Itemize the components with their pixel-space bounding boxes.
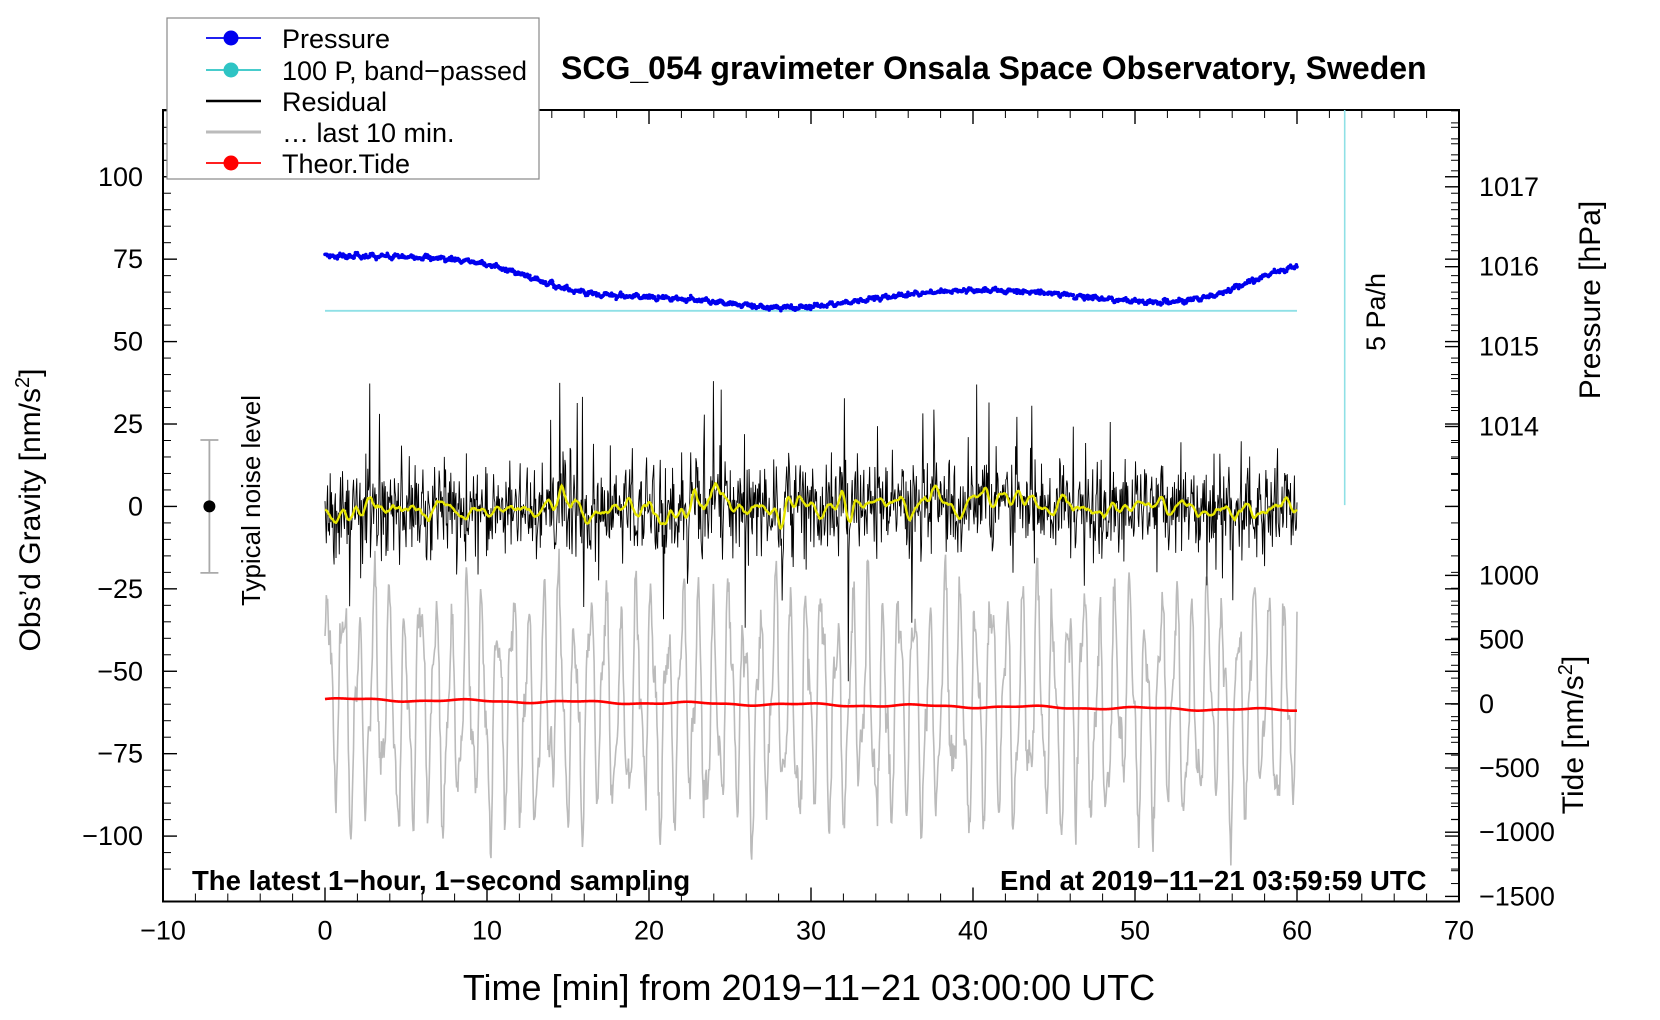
svg-text:100 P, band−passed: 100 P, band−passed (282, 56, 527, 86)
svg-text:… last 10 min.: … last 10 min. (282, 118, 455, 148)
svg-text:0: 0 (1479, 689, 1494, 719)
svg-text:1016: 1016 (1479, 252, 1539, 282)
svg-text:5 Pa/h: 5 Pa/h (1361, 273, 1391, 351)
svg-text:−10: −10 (140, 916, 186, 946)
svg-text:70: 70 (1444, 916, 1474, 946)
svg-text:Pressure: Pressure (282, 24, 390, 54)
svg-text:−25: −25 (97, 574, 143, 604)
svg-text:Tide [nm/s2]: Tide [nm/s2] (1555, 656, 1590, 814)
svg-text:Theor.Tide: Theor.Tide (282, 149, 410, 179)
svg-text:100: 100 (98, 162, 143, 192)
svg-text:SCG_054 gravimeter Onsala Spac: SCG_054 gravimeter Onsala Space Observat… (561, 50, 1427, 86)
svg-text:30: 30 (796, 916, 826, 946)
svg-text:End at 2019−11−21 03:59:59 UTC: End at 2019−11−21 03:59:59 UTC (1000, 865, 1427, 896)
svg-text:Obs’d Gravity [nm/s2]: Obs’d Gravity [nm/s2] (12, 369, 47, 652)
svg-text:−500: −500 (1479, 753, 1540, 783)
svg-text:−1000: −1000 (1479, 817, 1555, 847)
svg-text:−100: −100 (82, 821, 143, 851)
svg-text:60: 60 (1282, 916, 1312, 946)
svg-text:25: 25 (113, 409, 143, 439)
svg-text:1014: 1014 (1479, 412, 1539, 442)
svg-text:20: 20 (634, 916, 664, 946)
svg-text:500: 500 (1479, 625, 1524, 655)
svg-text:75: 75 (113, 244, 143, 274)
svg-text:1000: 1000 (1479, 560, 1539, 590)
svg-text:1017: 1017 (1479, 172, 1539, 202)
svg-text:10: 10 (472, 916, 502, 946)
svg-text:40: 40 (958, 916, 988, 946)
svg-text:Typical noise level: Typical noise level (236, 395, 266, 606)
svg-text:0: 0 (128, 491, 143, 521)
svg-text:50: 50 (1120, 916, 1150, 946)
svg-text:−75: −75 (97, 739, 143, 769)
svg-text:0: 0 (317, 916, 332, 946)
svg-text:Residual: Residual (282, 87, 387, 117)
svg-text:The latest 1−hour, 1−second sa: The latest 1−hour, 1−second sampling (192, 865, 690, 896)
svg-text:−50: −50 (97, 656, 143, 686)
svg-text:1015: 1015 (1479, 332, 1539, 362)
svg-text:Time [min] from 2019−11−21 03:: Time [min] from 2019−11−21 03:00:00 UTC (463, 967, 1155, 1008)
svg-text:−1500: −1500 (1479, 881, 1555, 911)
svg-text:Pressure [hPa]: Pressure [hPa] (1574, 201, 1607, 399)
svg-text:50: 50 (113, 327, 143, 357)
